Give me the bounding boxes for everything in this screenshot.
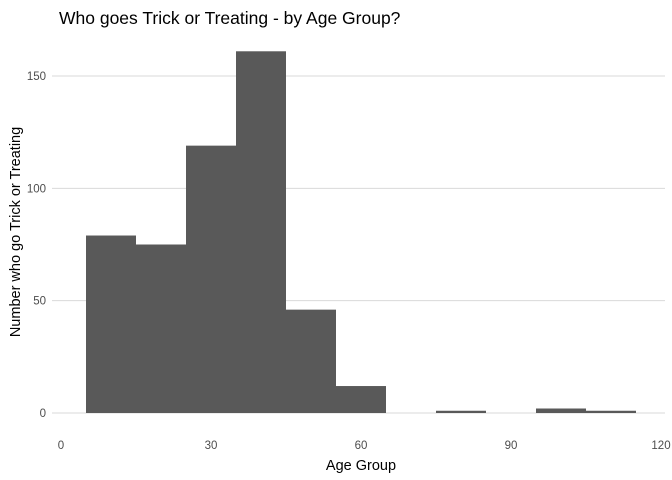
x-tick-label: 120 [651,440,670,452]
histogram-bar [336,386,386,413]
chart-title: Who goes Trick or Treating - by Age Grou… [59,8,401,28]
histogram-bar [86,235,136,413]
y-tick-label: 150 [27,71,46,83]
y-tick-label: 100 [27,183,46,195]
histogram-bar [286,309,336,413]
y-tick-label: 50 [33,296,46,308]
bars [86,51,636,413]
x-tick-label: 90 [505,440,518,452]
histogram-bar [436,410,486,413]
histogram-bar [236,51,286,413]
x-axis-ticks: 0 30 60 90 120 [58,440,671,452]
y-axis-title: Number who go Trick or Treating [8,127,24,337]
y-tick-label: 0 [40,408,46,420]
x-tick-label: 0 [58,440,64,452]
histogram-bar [536,408,586,413]
x-tick-label: 30 [205,440,218,452]
histogram-bar [186,145,236,413]
histogram-bar [586,410,636,413]
histogram-bar [136,244,186,413]
x-axis-title: Age Group [326,458,396,474]
x-tick-label: 60 [355,440,368,452]
y-axis-ticks: 0 50 100 150 [27,71,46,420]
